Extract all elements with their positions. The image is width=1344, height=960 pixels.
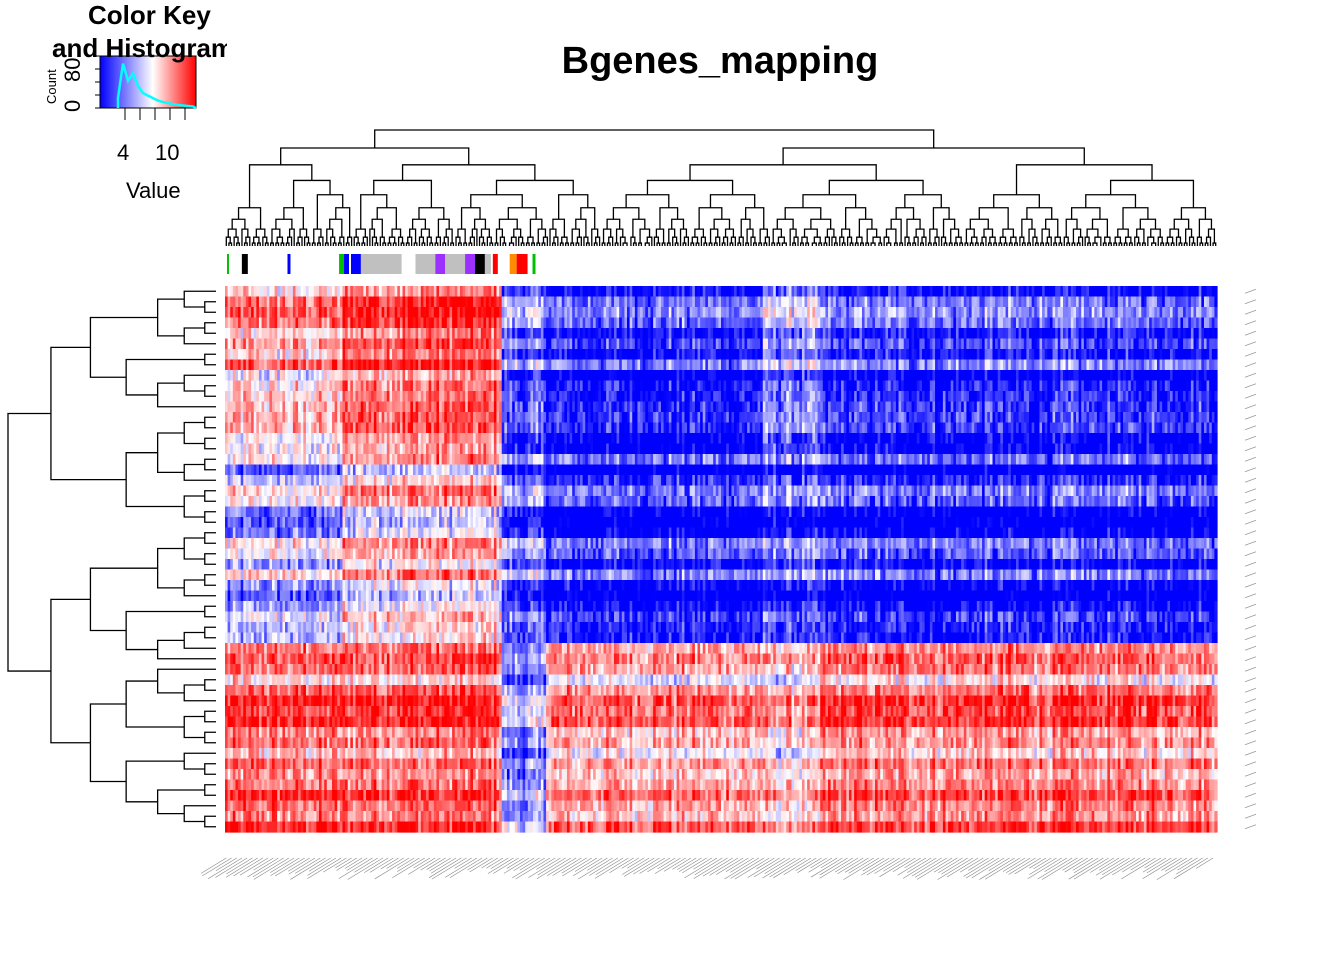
heatmap-cell xyxy=(1214,360,1217,371)
heatmap-cell xyxy=(1214,297,1217,308)
heatmap-cell xyxy=(1214,318,1217,329)
heatmap-cell xyxy=(1214,286,1217,297)
heatmap-cell xyxy=(1214,328,1217,339)
heatmap-cell xyxy=(1214,339,1217,350)
heatmap-cell xyxy=(1214,370,1217,381)
heatmap-cells xyxy=(225,286,1218,833)
heatmap-cell xyxy=(1214,349,1217,360)
heatmap-cell xyxy=(1214,381,1217,392)
heatmap-cell xyxy=(1214,307,1217,318)
